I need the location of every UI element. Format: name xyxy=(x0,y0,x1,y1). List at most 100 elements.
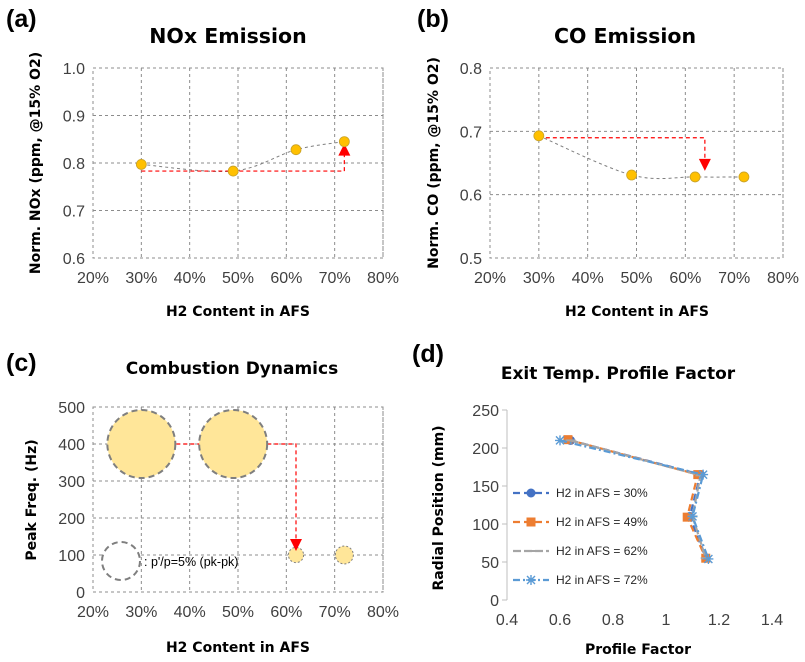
x-tick-label: 50% xyxy=(620,270,652,287)
arrow-guide xyxy=(538,137,706,163)
data-point xyxy=(338,136,350,148)
x-tick-label: 60% xyxy=(270,270,302,287)
x-tick-label: 20% xyxy=(77,270,109,287)
legend-marker xyxy=(526,575,536,585)
plot-area-a: 0.6 0.7 0.8 0.9 1.0 20% 30% 40% 50% 60% 70% 80% xyxy=(63,61,399,287)
series-marker xyxy=(682,512,692,522)
y-tick-label: 0 xyxy=(490,593,499,610)
data-point xyxy=(227,165,239,177)
legend-marker xyxy=(526,488,536,498)
panel-a: (a) NOx Emission 0.6 0.7 0.8 0.9 1.0 20% 30% 40… xyxy=(6,5,399,320)
arrow-guide xyxy=(141,443,297,543)
x-tick-label: 1.2 xyxy=(708,612,730,629)
series-marker xyxy=(687,511,698,522)
y-tick-label: 400 xyxy=(58,437,85,454)
arrow-down-icon xyxy=(698,158,711,171)
y-tick-label: 300 xyxy=(58,474,85,491)
y-tick-label: 500 xyxy=(58,400,85,417)
series-line xyxy=(567,438,707,559)
x-tick-label: 80% xyxy=(367,270,399,287)
x-tick-label: 0.8 xyxy=(602,612,624,629)
x-tick-label: 50% xyxy=(222,270,254,287)
x-tick-label: 40% xyxy=(174,270,206,287)
y-tick-label: 0 xyxy=(76,585,85,602)
bubble xyxy=(106,409,177,479)
x-tick-label: 1 xyxy=(662,612,671,629)
y-tick-label: 0.7 xyxy=(460,124,482,141)
x-tick-label: 80% xyxy=(367,604,399,621)
plot-area-b: 0.5 0.6 0.7 0.8 20% 30% 40% 50% 60% 70% 80% xyxy=(460,61,799,287)
x-tick-label: 40% xyxy=(572,270,604,287)
y-tick-label: 1.0 xyxy=(63,61,85,78)
x-tick-label: 30% xyxy=(125,604,157,621)
y-tick-label: 200 xyxy=(472,441,499,458)
data-point xyxy=(738,171,750,183)
arrow-down-icon xyxy=(290,539,302,551)
y-tick-label: 0.9 xyxy=(63,109,85,126)
series-marker xyxy=(698,469,709,480)
x-tick-label: 30% xyxy=(523,270,555,287)
panel-label-a: (a) xyxy=(6,5,37,33)
panel-c: (c) Combustion Dynamics 0 100 200 300 400 500… xyxy=(6,349,399,656)
series-line xyxy=(559,439,710,560)
x-tick-label: 50% xyxy=(222,604,254,621)
plot-area-d: 0 50 100 150 200 250 0.4 0.6 0.8 1 1.2 1.4 H2 in AFS… xyxy=(472,403,783,629)
y-tick-label: 150 xyxy=(472,479,499,496)
legend-note: : p'/p=5% (pk-pk) xyxy=(144,555,238,569)
series-marker xyxy=(703,553,714,564)
x-axis-label-b: H2 Content in AFS xyxy=(565,304,709,320)
x-axis-label-a: H2 Content in AFS xyxy=(166,304,310,320)
series-marker xyxy=(555,435,565,446)
panel-d: (d) Exit Temp. Profile Factor 0 50 100 150 2… xyxy=(412,340,783,658)
x-tick-label: 70% xyxy=(319,604,351,621)
x-tick-label: 20% xyxy=(77,604,109,621)
chart-title-c: Combustion Dynamics xyxy=(126,359,338,379)
y-tick-label: 0.6 xyxy=(63,251,85,268)
chart-title-a: NOx Emission xyxy=(149,24,306,48)
y-tick-label: 0.6 xyxy=(460,188,482,205)
y-tick-label: 0.7 xyxy=(63,204,85,221)
bubble xyxy=(198,409,269,479)
x-tick-label: 40% xyxy=(174,604,206,621)
trend-line xyxy=(538,135,744,180)
legend-label: H2 in AFS = 49% xyxy=(556,515,648,529)
legend-label: H2 in AFS = 62% xyxy=(556,544,648,558)
x-tick-label: 80% xyxy=(767,270,799,287)
arrow-guide xyxy=(141,151,345,172)
plot-frame xyxy=(92,67,384,259)
panel-label-b: (b) xyxy=(417,5,449,33)
x-tick-label: 30% xyxy=(125,270,157,287)
y-tick-label: 0.5 xyxy=(460,251,482,268)
y-tick-label: 50 xyxy=(481,555,499,572)
x-tick-label: 0.6 xyxy=(549,612,571,629)
legend-bubble xyxy=(101,541,141,581)
legend-label: H2 in AFS = 30% xyxy=(556,486,648,500)
x-tick-label: 60% xyxy=(669,270,701,287)
y-tick-label: 100 xyxy=(472,517,499,534)
panel-b: (b) CO Emission 0.5 0.6 0.7 0.8 20% 30% 40% 50%… xyxy=(417,5,799,320)
y-axis-label-a: Norm. NOx (ppm, @15% O2) xyxy=(28,52,44,274)
y-axis-label-b: Norm. CO (ppm, @15% O2) xyxy=(426,57,442,269)
arrow-up-icon xyxy=(338,143,351,156)
panel-label-c: (c) xyxy=(6,349,37,377)
x-axis-label-c: H2 Content in AFS xyxy=(166,640,310,656)
data-point xyxy=(533,130,545,142)
y-tick-label: 0.8 xyxy=(63,156,85,173)
legend-marker xyxy=(526,517,536,527)
y-axis-label-d: Radial Position (mm) xyxy=(431,425,447,590)
x-tick-label: 0.4 xyxy=(496,612,518,629)
x-tick-label: 70% xyxy=(319,270,351,287)
bubble xyxy=(287,546,305,564)
panel-label-d: (d) xyxy=(412,340,444,368)
chart-title-d: Exit Temp. Profile Factor xyxy=(501,364,736,384)
plot-area-c: 0 100 200 300 400 500 20% 30% 40% 50% 60% 70% 80%: p… xyxy=(58,400,399,621)
y-tick-label: 0.8 xyxy=(460,61,482,78)
bubble xyxy=(334,545,354,565)
x-tick-label: 60% xyxy=(270,604,302,621)
data-point xyxy=(290,144,302,156)
data-point xyxy=(689,171,701,183)
x-tick-label: 20% xyxy=(474,270,506,287)
y-axis-label-c: Peak Freq. (Hz) xyxy=(24,439,40,560)
plot-frame xyxy=(92,406,384,593)
